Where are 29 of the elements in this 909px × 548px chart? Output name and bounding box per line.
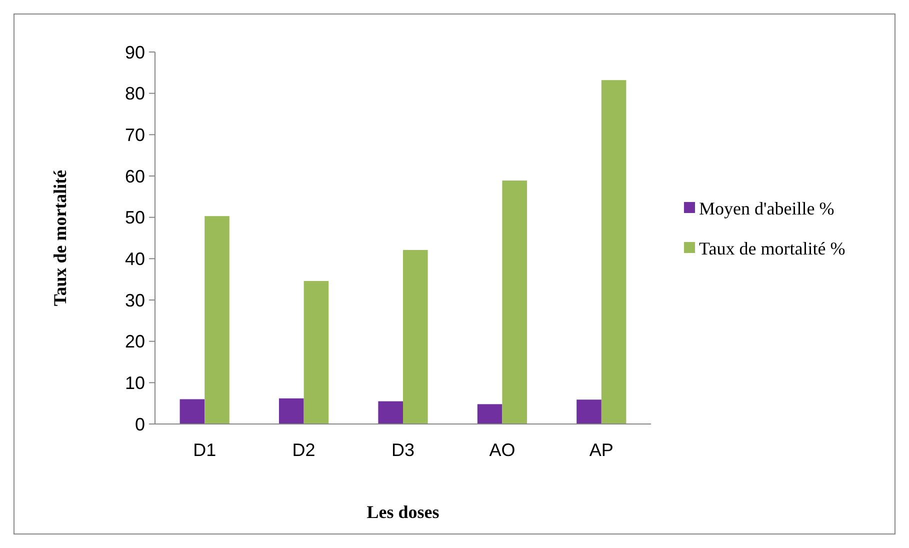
y-tick-label: 90: [124, 42, 145, 62]
legend-label: Taux de mortalité %: [699, 238, 846, 258]
y-tick-label: 40: [124, 248, 145, 269]
y-axis-title: Taux de mortalité: [50, 170, 70, 306]
y-tick-label: 10: [124, 372, 145, 393]
bar: [279, 398, 304, 424]
x-axis-title: Les doses: [366, 502, 440, 522]
bar: [204, 216, 230, 424]
y-tick-label: 0: [134, 414, 145, 434]
bar: [601, 80, 626, 424]
bar: [477, 404, 502, 424]
y-tick-label: 80: [124, 84, 145, 104]
bar: [304, 280, 329, 424]
bar: [576, 400, 602, 424]
x-tick-label: AP: [589, 440, 614, 460]
y-tick-label: 60: [124, 166, 145, 186]
bar: [180, 399, 205, 424]
x-tick-label: D3: [391, 440, 415, 460]
bar: [378, 401, 403, 424]
legend-label: Moyen d'abeille %: [699, 198, 834, 218]
bar: [502, 180, 527, 424]
y-tick-label: 20: [124, 332, 145, 352]
bar: [403, 250, 428, 424]
y-tick-label: 30: [124, 290, 145, 310]
x-tick-label: D1: [193, 440, 216, 460]
x-tick-label: AO: [489, 440, 516, 460]
x-tick-label: D2: [292, 440, 316, 460]
y-tick-label: 70: [124, 124, 145, 145]
y-tick-label: 50: [124, 208, 145, 228]
